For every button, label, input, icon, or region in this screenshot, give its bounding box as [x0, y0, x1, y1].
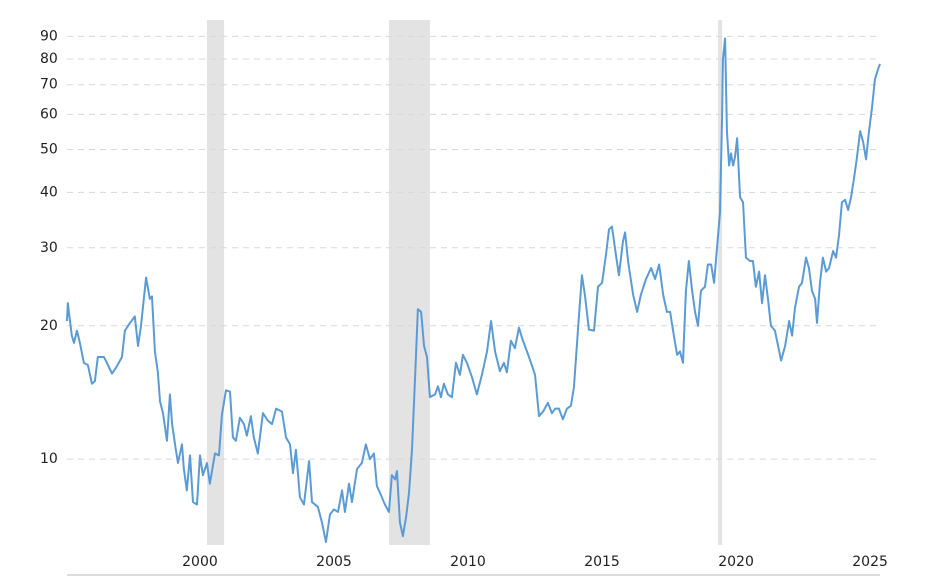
y-tick-label: 10: [40, 451, 58, 467]
x-tick-label: 2005: [316, 554, 352, 570]
x-tick-label: 2010: [450, 554, 486, 570]
x-tick-label: 2025: [852, 554, 888, 570]
y-tick-label: 50: [40, 141, 58, 157]
x-tick-label: 2015: [584, 554, 620, 570]
x-tick-label: 2000: [182, 554, 218, 570]
y-tick-label: 40: [40, 184, 58, 200]
y-tick-label: 80: [40, 51, 58, 67]
shaded-range: [718, 20, 723, 545]
x-tick-label: 2020: [718, 554, 754, 570]
shaded-range: [388, 20, 430, 545]
y-tick-label: 20: [40, 318, 58, 334]
y-tick-label: 30: [40, 240, 58, 256]
y-tick-label: 60: [40, 106, 58, 122]
shaded-range: [206, 20, 225, 545]
y-tick-label: 70: [40, 77, 58, 93]
line: [66, 37, 881, 544]
y-tick-label: 90: [40, 28, 58, 44]
